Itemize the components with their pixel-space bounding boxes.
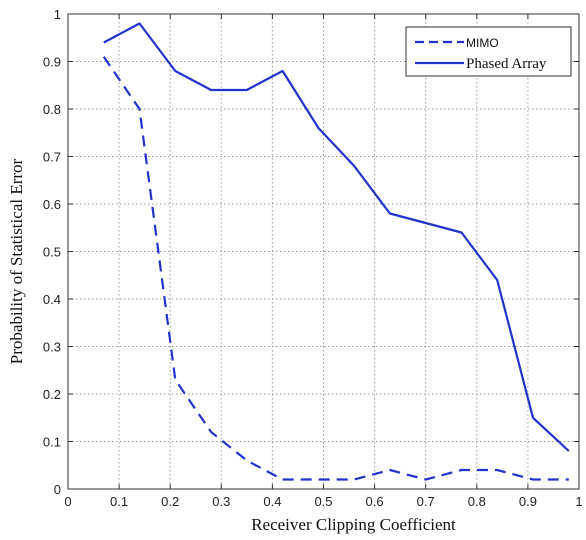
y-tick-label: 0.7 <box>43 150 61 165</box>
x-tick-label: 0.7 <box>417 494 435 509</box>
x-tick-label: 0.2 <box>161 494 179 509</box>
x-tick-label: 0.6 <box>366 494 384 509</box>
series-line-mimo <box>102 56 569 481</box>
y-tick-label: 0.3 <box>43 340 61 355</box>
grid <box>68 14 579 489</box>
x-tick-label: 0.5 <box>314 494 332 509</box>
y-tick-label: 0.8 <box>43 102 61 117</box>
legend: MIMO Phased Array <box>405 26 572 77</box>
axis-ticks: 0 0.1 0.2 0.3 0.4 0.5 0.6 0.7 0.8 0.9 1 0 0.1 0.2 0.3 0… <box>43 7 583 509</box>
x-tick-label: 0.8 <box>468 494 486 509</box>
y-tick-label: 0.1 <box>43 435 61 450</box>
legend-label-mimo: MIMO <box>466 36 499 50</box>
x-axis-label: Receiver Clipping Coefficient <box>251 515 456 534</box>
y-tick-label: 0.4 <box>43 292 61 307</box>
x-tick-label: 0.3 <box>212 494 230 509</box>
series-line-phased-array <box>103 22 570 452</box>
legend-label-phased-array: Phased Array <box>466 56 547 72</box>
y-tick-label: 0 <box>54 482 61 497</box>
legend-box <box>405 26 572 77</box>
y-tick-label: 0.5 <box>43 245 61 260</box>
y-tick-label: 1 <box>54 7 61 22</box>
y-tick-label: 0.2 <box>43 387 61 402</box>
x-tick-label: 0.1 <box>110 494 128 509</box>
x-tick-label: 0.4 <box>263 494 281 509</box>
y-tick-label: 0.6 <box>43 197 61 212</box>
y-axis-label: Probability of Statistical Error <box>7 158 26 364</box>
x-tick-label: 0.9 <box>519 494 537 509</box>
x-tick-label: 0 <box>64 494 71 509</box>
y-tick-label: 0.9 <box>43 55 61 70</box>
x-tick-label: 1 <box>575 494 582 509</box>
series-group <box>102 22 570 481</box>
